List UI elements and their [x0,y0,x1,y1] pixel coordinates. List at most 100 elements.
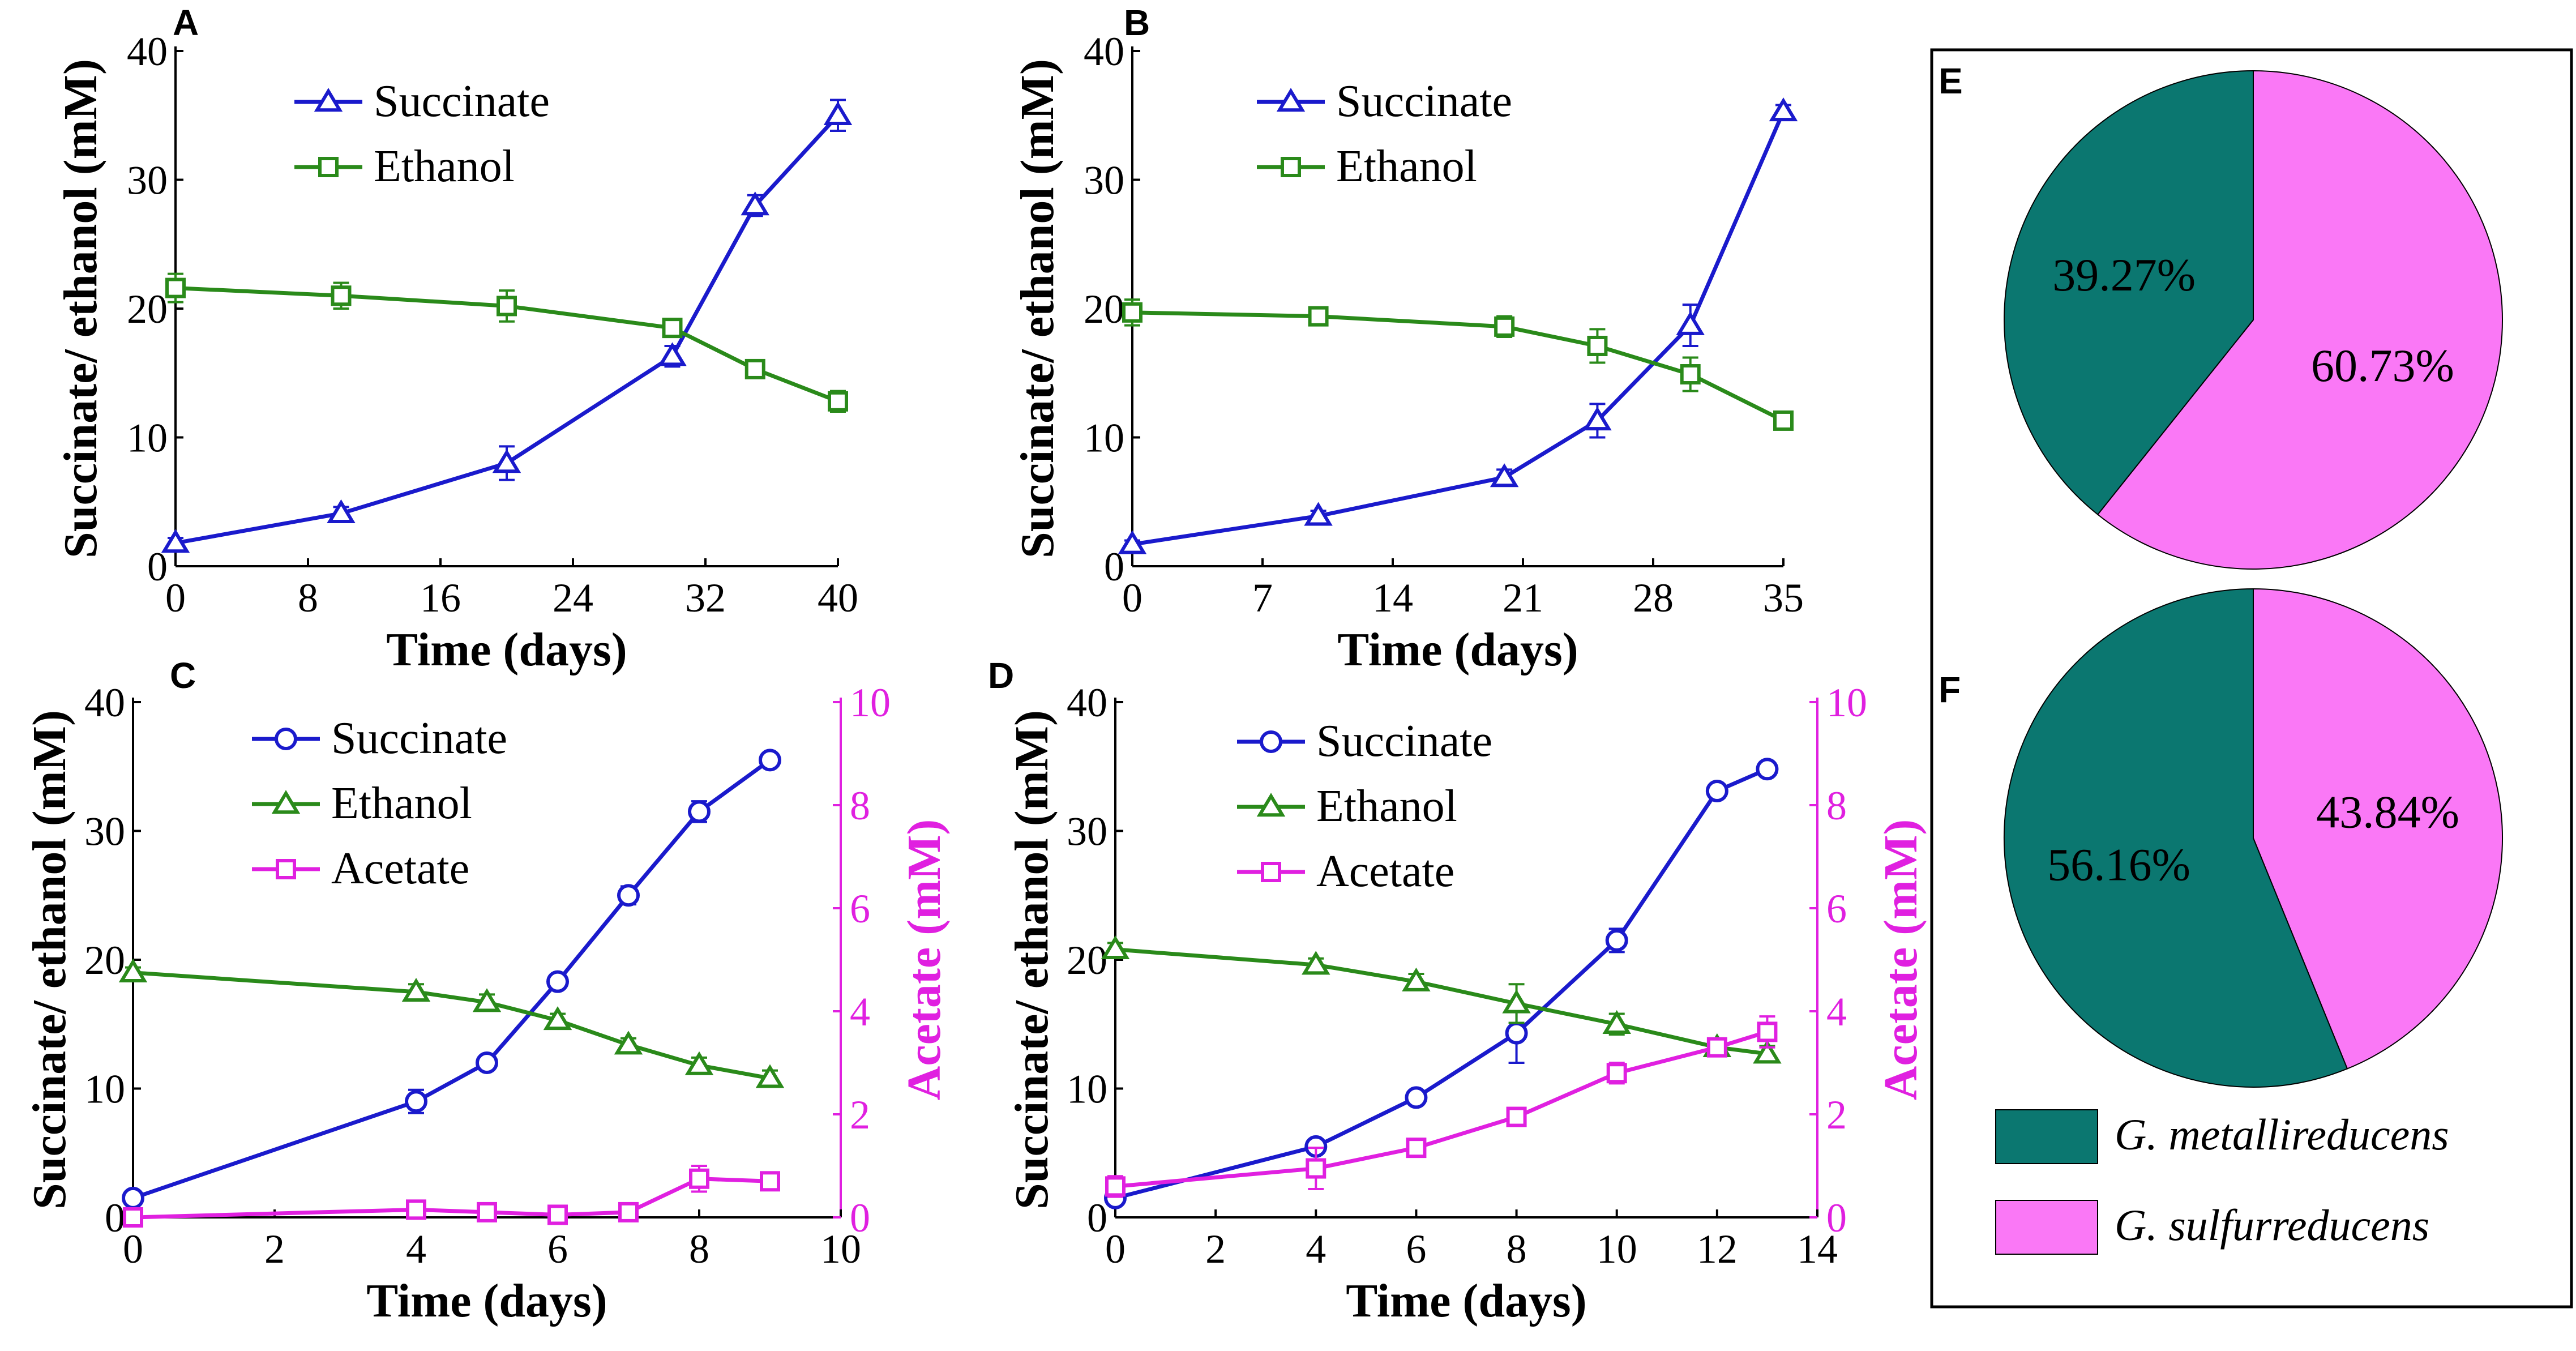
legend-swatch [1995,1200,2098,1255]
legend-swatch [1995,1109,2098,1164]
x-tick-label: 16 [420,575,461,621]
series-line [1132,310,1785,423]
y-tick-label: 20 [127,287,168,332]
data-point [1304,502,1333,526]
x-axis-title: Time (days) [366,1275,607,1327]
data-point [1406,1138,1427,1158]
y2-tick-label: 0 [850,1195,870,1241]
data-point [1308,306,1329,327]
data-point [1756,758,1779,781]
pie-panel-frame [1930,48,2573,1309]
y-axis-title: Succinate/ ethanol (mM) [1011,59,1064,558]
data-point [662,318,683,339]
series-line [1115,947,1768,1056]
data-point [492,449,521,473]
y-tick-label: 40 [127,29,168,74]
y-tick-label: 40 [1084,29,1124,74]
legend-label: Ethanol [331,779,472,828]
legend-marker [1276,88,1306,112]
panel-letter: C [170,655,196,696]
y-axis-title: Succinate/ ethanol (mM) [23,710,76,1209]
x-tick-label: 12 [1697,1226,1738,1272]
data-point [1753,1040,1782,1064]
data-point [476,1051,498,1074]
data-point [331,285,352,306]
x-tick-label: 6 [547,1226,568,1272]
legend-marker [276,859,296,879]
pie-slice [2096,70,2503,570]
legend-marker [1260,730,1282,753]
x-tick-label: 14 [1372,575,1413,621]
y2-tick-label: 0 [1826,1195,1847,1241]
data-point [472,988,502,1012]
x-tick-label: 35 [1763,575,1804,621]
data-point [165,277,186,298]
panel-e: 39.27% 60.73% E [1939,61,2503,570]
y2-tick-label: 4 [850,989,870,1034]
x-tick-label: 0 [1122,575,1142,621]
series-succinate [1104,758,1779,1209]
data-point [546,970,569,993]
legend-marker [1261,862,1281,882]
y-tick-label: 10 [1067,1067,1107,1112]
data-point [543,1006,572,1031]
slice-label: 39.27% [2052,249,2196,301]
series-line [1115,1030,1768,1188]
data-point [760,1171,780,1192]
legend-label: Succinate [374,76,550,126]
data-point [617,884,640,907]
data-point [1101,935,1130,960]
data-point [1606,1063,1627,1084]
data-point [759,749,781,772]
data-point [327,499,356,523]
y-tick-label: 40 [1067,680,1107,725]
legend-label: Acetate [331,844,469,893]
panel-letter: D [988,655,1014,696]
data-point [497,296,517,317]
series-line [1115,767,1768,1200]
x-tick-label: 4 [1306,1226,1326,1272]
y2-tick-label: 6 [850,886,870,931]
legend-marker [275,728,297,750]
slice-label: 56.16% [2047,839,2190,891]
pie-slice [2253,588,2503,1070]
x-tick-label: 2 [1205,1226,1226,1272]
x-axis-title: Time (days) [1337,623,1578,676]
data-point [1490,463,1519,488]
data-point [741,191,769,216]
legend-label: Succinate [1336,76,1512,126]
pie-legend: G. metallireducens G. sulfurreducens [1995,1109,2449,1255]
data-point [1122,302,1142,323]
x-tick-label: 40 [818,575,858,621]
data-point [161,529,190,553]
data-point [1405,1086,1428,1109]
data-point [1680,364,1701,385]
data-point [1602,1010,1631,1034]
y-tick-label: 30 [1084,158,1124,203]
y-axis-title: Succinate/ ethanol (mM) [1005,710,1058,1209]
y-tick-label: 0 [105,1195,125,1241]
x-tick-label: 4 [406,1226,426,1272]
y2-tick-label: 4 [1826,989,1847,1034]
legend-marker [1256,793,1286,817]
x-tick-label: 10 [1597,1226,1637,1272]
data-point [1118,530,1147,554]
legend-label: Ethanol [374,142,515,191]
legend-marker [314,88,343,112]
y2-tick-label: 2 [850,1092,870,1138]
data-point [1676,311,1705,335]
y-tick-label: 20 [1067,938,1107,983]
slice-label: 60.73% [2311,340,2454,391]
series-line [132,1177,771,1220]
data-point [1769,97,1798,122]
x-tick-label: 28 [1633,575,1674,621]
data-point [618,1202,639,1222]
series-ethanol [165,272,848,413]
data-point [1506,1106,1527,1127]
pie-legend-label: G. metallireducens [2115,1110,2449,1159]
y2-tick-label: 10 [1826,680,1867,725]
y-axis-title: Succinate/ ethanol (mM) [54,59,107,558]
data-point [689,1168,709,1189]
